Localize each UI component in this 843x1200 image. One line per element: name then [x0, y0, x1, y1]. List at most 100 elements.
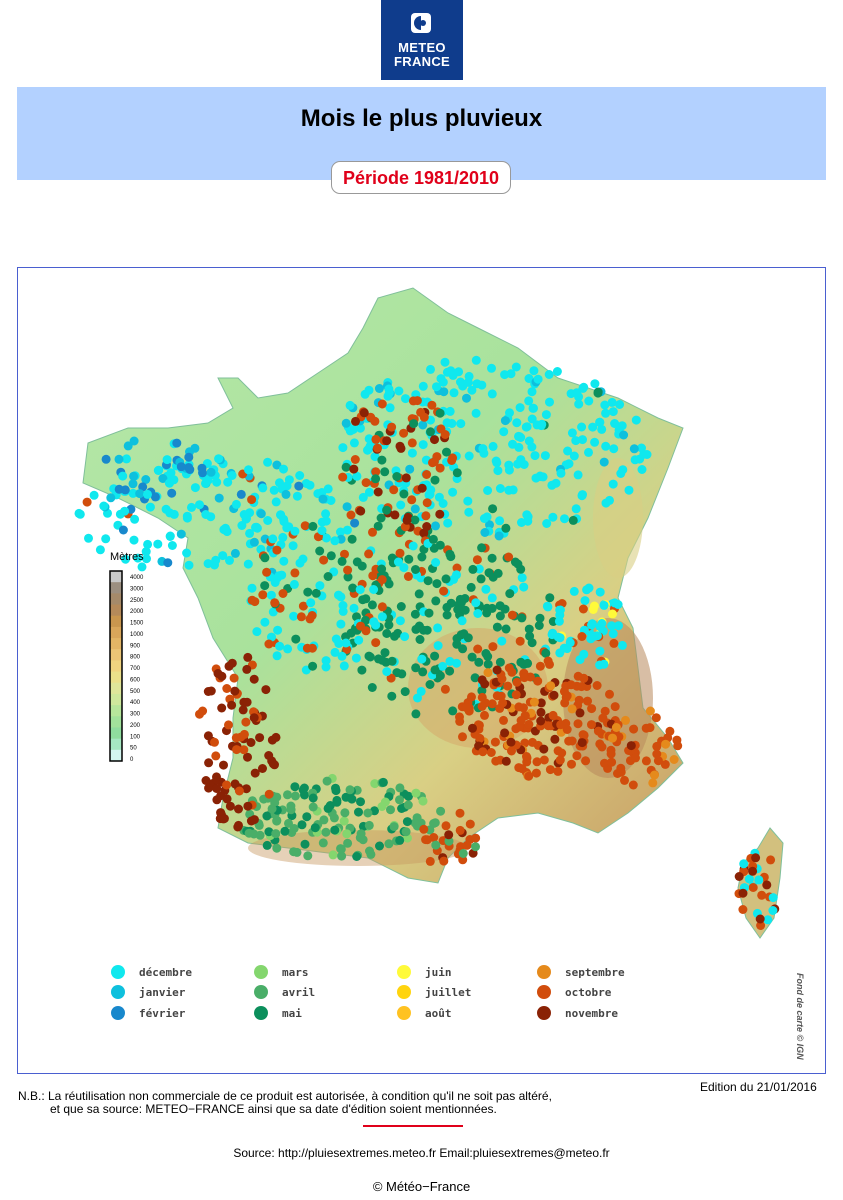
station-dot — [495, 484, 505, 493]
elevation-band — [110, 682, 122, 695]
station-dot — [473, 609, 483, 618]
station-dot — [531, 768, 541, 778]
station-dot — [739, 859, 749, 869]
station-dot — [551, 478, 561, 488]
station-dot — [239, 729, 249, 739]
station-dot — [493, 568, 503, 578]
station-dot — [559, 686, 569, 696]
station-dot — [375, 841, 384, 851]
station-dot — [550, 734, 560, 744]
station-dot — [432, 382, 441, 392]
station-dot — [578, 435, 587, 445]
station-dot — [514, 442, 524, 452]
station-dot — [519, 582, 529, 592]
station-dot — [452, 639, 462, 649]
station-dot — [532, 757, 542, 767]
station-dot — [574, 695, 584, 705]
station-dot — [400, 687, 410, 697]
station-dot — [504, 663, 514, 673]
elevation-band — [110, 649, 122, 661]
elevation-band — [110, 593, 122, 606]
station-dot — [310, 823, 320, 833]
station-dots — [74, 355, 780, 930]
station-dot — [449, 388, 459, 398]
station-dot — [413, 693, 422, 703]
station-dot — [569, 586, 579, 596]
station-dot — [321, 656, 331, 666]
station-dot — [393, 557, 403, 567]
elevation-band — [110, 626, 122, 639]
station-dot — [529, 366, 539, 376]
station-dot — [128, 479, 138, 489]
station-dot — [378, 777, 388, 787]
elevation-band — [110, 604, 122, 617]
station-dot — [399, 428, 409, 438]
station-dot — [441, 574, 451, 584]
station-dot — [620, 775, 629, 785]
station-dot — [303, 851, 313, 861]
station-dot — [380, 648, 390, 658]
elevation-band — [110, 671, 122, 684]
station-dot — [249, 815, 259, 825]
station-dot — [595, 646, 605, 656]
station-dot — [303, 587, 313, 597]
station-dot — [415, 635, 425, 644]
station-dot — [165, 508, 175, 518]
station-dot — [123, 441, 133, 451]
station-dot — [351, 653, 361, 663]
station-dot — [387, 656, 397, 666]
station-dot — [336, 619, 346, 629]
station-dot — [308, 661, 318, 671]
station-dot — [500, 604, 510, 614]
station-dot — [204, 783, 214, 793]
station-dot — [461, 703, 471, 712]
station-dot — [364, 820, 374, 830]
station-dot — [522, 422, 532, 432]
station-dot — [404, 554, 414, 564]
station-dot — [367, 600, 377, 610]
station-dot — [583, 696, 592, 706]
station-dot — [346, 628, 356, 638]
station-dot — [345, 785, 355, 795]
station-dot — [419, 528, 429, 538]
station-dot — [470, 673, 480, 683]
station-dot — [443, 518, 453, 528]
legend-label: mai — [282, 1007, 302, 1020]
station-dot — [424, 608, 434, 618]
station-dot — [545, 593, 555, 603]
station-dot — [311, 588, 321, 598]
station-dot — [499, 715, 508, 725]
station-dot — [270, 578, 280, 587]
station-dot — [384, 620, 394, 630]
station-dot — [334, 590, 343, 600]
station-dot — [348, 583, 358, 593]
station-dot — [210, 737, 219, 747]
station-dot — [474, 564, 484, 574]
station-dot — [545, 765, 555, 775]
elevation-scale: 4000300025002000150010009008007006005004… — [109, 570, 144, 763]
station-dot — [225, 555, 234, 565]
station-dot — [260, 581, 270, 591]
station-dot — [349, 464, 359, 474]
station-dot — [141, 547, 151, 557]
station-dot — [536, 698, 546, 708]
station-dot — [418, 796, 428, 806]
station-dot — [401, 473, 411, 483]
elevation-tick-label: 300 — [130, 712, 141, 718]
station-dot — [584, 396, 594, 406]
station-dot — [447, 419, 457, 428]
station-dot — [533, 676, 543, 686]
station-dot — [133, 553, 143, 563]
station-dot — [454, 367, 464, 377]
station-dot — [154, 465, 164, 475]
station-dot — [262, 567, 272, 577]
station-dot — [288, 541, 298, 551]
station-dot — [382, 436, 392, 446]
station-dot — [389, 822, 399, 832]
station-dot — [425, 680, 435, 689]
station-dot — [442, 447, 451, 457]
station-dot — [422, 498, 432, 508]
station-dot — [524, 624, 534, 634]
station-dot — [503, 681, 513, 691]
station-dot — [610, 419, 620, 428]
